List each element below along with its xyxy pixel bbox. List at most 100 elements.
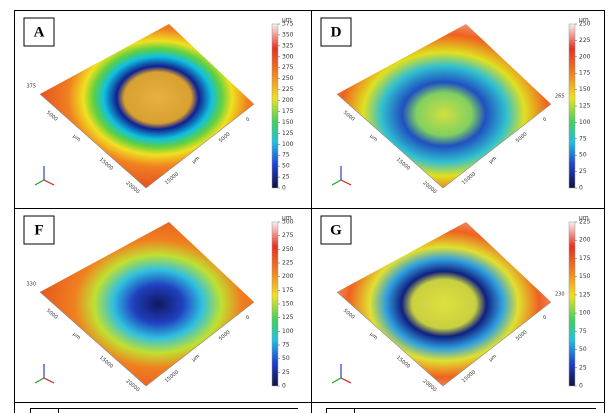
scale-tick-label: 275 <box>282 232 294 239</box>
axis-label: µm <box>488 155 498 165</box>
scale-tick-label: 175 <box>282 287 294 294</box>
height-label: 265 <box>555 94 565 100</box>
scale-tick-label: 125 <box>579 103 591 110</box>
scale-tick-label: 200 <box>282 273 294 280</box>
axis-label: 15000 <box>395 157 411 172</box>
scale-tick-label: 150 <box>579 86 591 93</box>
scale-tick-label: 300 <box>282 219 294 226</box>
scale-tick-label: 225 <box>282 86 294 93</box>
surface <box>337 24 551 188</box>
surface-edge <box>39 93 255 189</box>
axis-label: 5000 <box>45 110 59 123</box>
scale-tick-label: 150 <box>282 301 294 308</box>
scale-tick-label: 50 <box>579 346 587 353</box>
panel-label: D <box>331 24 342 40</box>
triad-x <box>340 377 352 384</box>
scale-tick-label: 75 <box>282 152 290 159</box>
panel-label: A <box>34 24 45 40</box>
scale-tick-label: 0 <box>579 185 583 192</box>
axis-label: µm <box>72 331 82 341</box>
scale-tick-label: 175 <box>579 255 591 262</box>
triad-y <box>34 377 45 384</box>
axis-label: 0 <box>245 117 251 124</box>
axis-label: 20000 <box>125 180 141 195</box>
scale-tick-label: 100 <box>282 141 294 148</box>
axis-label: 0 <box>245 315 251 322</box>
axis-label: 5000 <box>342 308 356 321</box>
scale-tick-label: 175 <box>282 108 294 115</box>
axis-label: 15000 <box>164 171 180 186</box>
axis-label: 5000 <box>218 131 232 144</box>
axis-label: 15000 <box>98 157 114 172</box>
colorbar <box>568 221 576 387</box>
scale-tick-label: 125 <box>282 314 294 321</box>
scale-tick-label: 25 <box>282 174 290 181</box>
scale-tick-label: 225 <box>579 219 591 226</box>
triad-x <box>340 179 352 186</box>
surface-edge <box>39 291 255 387</box>
scale-tick-label: 50 <box>282 163 290 170</box>
scale-tick-label: 125 <box>282 130 294 137</box>
scale-tick-label: 75 <box>579 328 587 335</box>
triad-x <box>43 377 55 384</box>
scale-tick-label: 200 <box>579 237 591 244</box>
panel: A3755000µm150002000015000µm50000µm375350… <box>23 17 294 195</box>
scale-tick-label: 350 <box>282 31 294 38</box>
axis-label: 15000 <box>461 369 477 384</box>
triad-y <box>331 377 342 384</box>
scale-tick-label: 225 <box>282 260 294 267</box>
scale-tick-label: 75 <box>579 135 587 142</box>
triad-x <box>43 179 55 186</box>
axis-label: 20000 <box>422 378 438 393</box>
scale-tick-label: 0 <box>282 185 286 192</box>
panel: G2305000µm150002000015000µm50000µm225200… <box>320 215 591 393</box>
axis-label: µm <box>369 331 379 341</box>
scale-unit: µm <box>579 215 589 222</box>
panel: D2655000µm150002000015000µm50000µm250225… <box>320 17 591 195</box>
axis-label: 15000 <box>98 355 114 370</box>
scale-tick-label: 225 <box>579 37 591 44</box>
scale-tick-label: 100 <box>579 310 591 317</box>
axis-label: 20000 <box>125 378 141 393</box>
axis-label: µm <box>369 133 379 143</box>
panel-label-box <box>320 215 352 245</box>
panel-label-box <box>23 17 55 47</box>
colorbar <box>568 23 576 189</box>
axis-label: 5000 <box>218 329 232 342</box>
scale-tick-label: 100 <box>579 119 591 126</box>
scale-tick-label: 100 <box>282 328 294 335</box>
colorbar <box>271 23 279 189</box>
height-label: 375 <box>26 84 36 90</box>
surface <box>337 222 551 386</box>
axis-label: 5000 <box>515 329 529 342</box>
table-grid <box>14 10 605 413</box>
panel-label-box <box>320 17 352 47</box>
axis-label: 15000 <box>395 355 411 370</box>
scale-tick-label: 150 <box>282 119 294 126</box>
scale-tick-label: 125 <box>579 291 591 298</box>
scale-tick-label: 300 <box>282 53 294 60</box>
panel-label-box <box>23 215 55 245</box>
scale-tick-label: 200 <box>282 97 294 104</box>
surface <box>40 222 254 386</box>
surface <box>40 24 254 188</box>
surface-edge <box>336 93 552 189</box>
scale-tick-label: 250 <box>579 21 591 28</box>
scale-tick-label: 50 <box>579 152 587 159</box>
axis-label: µm <box>191 155 201 165</box>
axis-label: 5000 <box>515 131 529 144</box>
axis-label: µm <box>72 133 82 143</box>
triad-y <box>331 179 342 186</box>
axis-label: 15000 <box>461 171 477 186</box>
scale-tick-label: 0 <box>282 383 286 390</box>
axis-label: 5000 <box>342 110 356 123</box>
scale-tick-label: 50 <box>282 355 290 362</box>
axis-label: 0 <box>542 117 548 124</box>
scale-unit: µm <box>579 17 589 24</box>
scale-unit: µm <box>282 17 292 24</box>
axis-label: 20000 <box>422 180 438 195</box>
scale-tick-label: 275 <box>282 64 294 71</box>
scale-tick-label: 75 <box>282 342 290 349</box>
scale-tick-label: 250 <box>282 246 294 253</box>
